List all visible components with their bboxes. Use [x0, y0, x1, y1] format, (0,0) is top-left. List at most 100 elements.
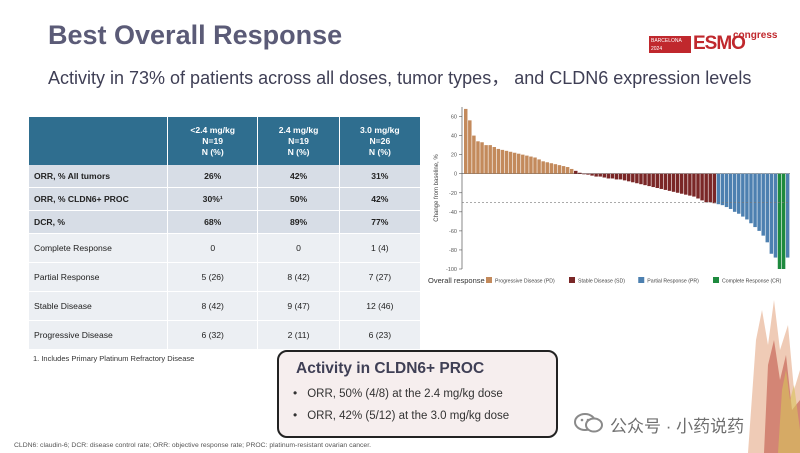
table-row: DCR, % 68% 89% 77% [29, 210, 422, 234]
waterfall-bar [663, 173, 668, 190]
y-tick-label: -80 [449, 248, 457, 254]
waterfall-bar [594, 173, 598, 177]
row-label: Progressive Disease [29, 320, 168, 350]
waterfall-bar [773, 173, 778, 258]
waterfall-bar [741, 173, 745, 217]
waterfall-bar [512, 152, 517, 174]
waterfall-bar [655, 173, 659, 188]
table-cell: 1 (4) [339, 233, 422, 263]
table-header-row: <2.4 mg/kg N=19 N (%) 2.4 mg/kg N=19 N (… [29, 117, 422, 165]
waterfall-bar [537, 159, 541, 174]
waterfall-bar [586, 173, 590, 175]
col-unit: N (%) [368, 146, 391, 157]
table-cell: 50% [257, 187, 340, 211]
waterfall-bar [565, 167, 570, 174]
waterfall-bar [602, 173, 607, 178]
waterfall-bar [700, 173, 704, 201]
legend-label: Stable Disease (SD) [578, 279, 625, 285]
row-label: ORR, % All tumors [29, 165, 168, 188]
waterfall-bar [749, 173, 753, 224]
waterfall-bar [541, 161, 545, 174]
legend-swatch [569, 277, 575, 283]
legend-label: Partial Response (PR) [647, 279, 699, 285]
row-label: Complete Response [29, 233, 168, 263]
chart-y-axis: 60 40 20 0 -20 -40 -60 -80 -100 [446, 107, 463, 273]
response-table: <2.4 mg/kg N=19 N (%) 2.4 mg/kg N=19 N (… [29, 117, 422, 350]
logo-date-box: BARCELONA 2024 [649, 36, 691, 53]
table-cell: 2 (11) [257, 320, 340, 350]
waterfall-bar [785, 173, 790, 258]
callout-bullet: ORR, 42% (5/12) at the 3.0 mg/kg dose [293, 404, 509, 426]
waterfall-bar [610, 173, 615, 179]
row-label: Stable Disease [29, 291, 168, 321]
table-header-col: 3.0 mg/kg N=26 N (%) [339, 117, 422, 165]
waterfall-bar [684, 173, 688, 195]
table-cell: 26% [167, 165, 259, 188]
table-cell: 89% [257, 210, 340, 234]
waterfall-bar [614, 173, 619, 180]
chart-legend: Progressive Disease (PD) Stable Disease (… [486, 277, 782, 285]
waterfall-bar [533, 157, 537, 174]
wechat-icon [574, 413, 603, 433]
legend-swatch [486, 277, 492, 283]
waterfall-bar [464, 108, 468, 174]
waterfall-bar [777, 173, 782, 269]
waterfall-bar [712, 173, 717, 204]
table-cell: 0 [257, 233, 340, 263]
waterfall-bar [688, 173, 692, 196]
waterfall-bar [525, 155, 529, 174]
page-subtitle: Activity in 73% of patients across all d… [48, 68, 752, 88]
esmo-logo: BARCELONA 2024 ESMO congress [649, 30, 777, 56]
table-cell: 31% [339, 165, 422, 188]
waterfall-bar [753, 173, 757, 228]
waterfall-bar [516, 153, 521, 174]
waterfall-bar [484, 145, 488, 174]
waterfall-bar [492, 147, 496, 174]
waterfall-bar [667, 173, 672, 191]
waterfall-bar [761, 173, 765, 236]
table-cell: 42% [339, 187, 422, 211]
waterfall-bar [671, 173, 676, 192]
waterfall-bar [504, 150, 509, 174]
y-tick-label: 40 [451, 134, 457, 140]
callout-title: Activity in CLDN6+ PROC [296, 360, 485, 377]
table-cell: 0 [167, 233, 259, 263]
table-cell: 77% [339, 210, 422, 234]
waterfall-chart: 60 40 20 0 -20 -40 -60 -80 -100 Change from base… [428, 107, 790, 285]
waterfall-bar [569, 168, 574, 174]
waterfall-bar [521, 154, 525, 174]
waterfall-bar [716, 173, 721, 205]
y-tick-label: 0 [454, 172, 457, 178]
callout-list: ORR, 50% (4/8) at the 2.4 mg/kg dose ORR… [293, 382, 509, 426]
waterfall-bar [578, 172, 582, 174]
logo-brand: ESMO [693, 33, 746, 54]
y-axis-label: Change from baseline, % [434, 154, 440, 222]
waterfall-bar [696, 173, 700, 199]
row-label: ORR, % CLDN6+ PROC [29, 187, 168, 211]
col-unit: N (%) [287, 146, 310, 157]
waterfall-bar [480, 142, 484, 174]
logo-year: 2024 [651, 46, 663, 52]
waterfall-bar [574, 170, 578, 174]
waterfall-bar [675, 173, 680, 193]
waterfall-bar [553, 164, 558, 174]
waterfall-bar [745, 173, 749, 220]
table-row: Progressive Disease 6 (32) 2 (11) 6 (23) [29, 320, 422, 350]
waterfall-bar [769, 173, 774, 254]
table-cell: 68% [167, 210, 259, 234]
waterfall-bar [496, 148, 501, 174]
waterfall-bar [659, 173, 664, 189]
table-cell: 6 (32) [167, 320, 259, 350]
chart-bars [464, 108, 790, 269]
waterfall-bar [704, 173, 708, 203]
table-header-col: <2.4 mg/kg N=19 N (%) [167, 117, 259, 165]
waterfall-bar [545, 162, 549, 174]
table-row: Stable Disease 8 (42) 9 (47) 12 (46) [29, 291, 422, 321]
legend-swatch [638, 277, 645, 283]
waterfall-bar [639, 173, 643, 185]
waterfall-bar [737, 173, 741, 214]
col-dose: <2.4 mg/kg [190, 124, 236, 135]
waterfall-bar [468, 120, 472, 174]
waterfall-bar [765, 173, 770, 243]
waterfall-bar [606, 173, 611, 179]
